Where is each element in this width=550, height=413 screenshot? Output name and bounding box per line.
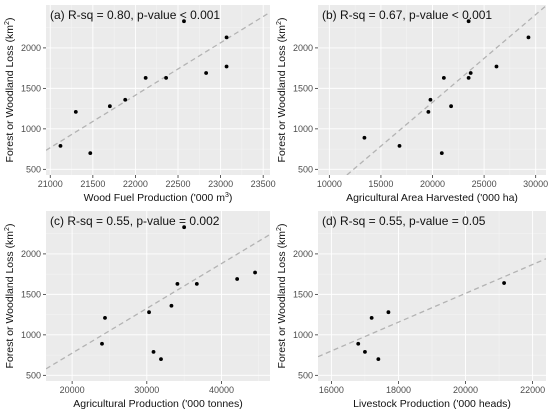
y-tick-label: 1500 <box>293 83 313 93</box>
regression-line <box>346 5 546 175</box>
x-tick-label: 16000 <box>319 385 344 395</box>
y-axis-title: Forest or Woodland Loss (km2) <box>4 18 16 163</box>
data-point <box>441 75 446 80</box>
data-point <box>468 71 473 75</box>
data-point <box>376 357 381 362</box>
data-point <box>169 303 174 308</box>
panel-annotation: (d) R-sq = 0.55, p-value = 0.05 <box>322 214 486 228</box>
x-axis-title: Livestock Production ('000 heads) <box>353 398 511 410</box>
data-point <box>386 310 391 315</box>
panel-annotation: (a) R-sq = 0.80, p-value < 0.001 <box>50 8 220 22</box>
y-tick-label: 500 <box>298 164 313 174</box>
data-point <box>151 349 156 354</box>
y-tick-label: 500 <box>298 370 313 380</box>
x-tick-label: 22000 <box>520 385 545 395</box>
x-tick-label: 23500 <box>251 179 276 189</box>
x-tick-label: 21000 <box>38 179 63 189</box>
panel-3: 16000 18000 20000 22000 500 1000 1500 2000 (d) R… <box>276 211 546 410</box>
panel-1: 10000 15000 20000 25000 30000 500 1000 1500 2000… <box>276 5 548 204</box>
y-tick-label: 2000 <box>21 249 41 259</box>
y-tick-label: 1500 <box>21 289 41 299</box>
x-tick-label: 18000 <box>386 385 411 395</box>
regression-line <box>318 258 546 358</box>
x-axis-title: Agricultural Production ('000 tonnes) <box>73 398 243 410</box>
y-tick-label: 1000 <box>21 330 41 340</box>
x-tick-label: 20000 <box>453 385 478 395</box>
panel-annotation: (b) R-sq = 0.67, p-value < 0.001 <box>322 8 492 22</box>
x-tick-label: 22500 <box>165 179 190 189</box>
x-tick-label: 40000 <box>209 385 234 395</box>
data-point <box>502 281 506 285</box>
data-point <box>88 151 93 156</box>
y-tick-label: 500 <box>26 370 41 380</box>
y-tick-label: 2000 <box>293 249 313 259</box>
data-point <box>204 71 209 75</box>
data-point <box>439 151 444 156</box>
data-point <box>253 270 257 275</box>
panel-2: 20000 30000 40000 500 1000 1500 2000 (c) R-sq =… <box>4 211 270 410</box>
data-point <box>449 104 453 109</box>
data-point <box>224 35 229 40</box>
data-point <box>147 310 151 315</box>
x-tick-label: 30000 <box>523 179 548 189</box>
data-point <box>362 135 367 140</box>
data-point <box>466 75 471 80</box>
y-tick-label: 2000 <box>21 43 41 53</box>
regression-line <box>46 11 270 151</box>
data-point <box>224 64 229 69</box>
data-point <box>235 277 240 281</box>
data-point <box>103 315 107 320</box>
y-tick-label: 2000 <box>293 43 313 53</box>
data-point <box>107 104 112 109</box>
x-tick-label: 20000 <box>60 385 85 395</box>
x-tick-label: 22000 <box>123 179 148 189</box>
data-point <box>397 143 402 148</box>
data-point <box>182 225 187 230</box>
x-tick-label: 21500 <box>80 179 105 189</box>
data-point <box>466 19 471 24</box>
data-point <box>494 64 499 69</box>
data-point <box>182 19 186 24</box>
plot-background <box>318 5 546 175</box>
data-point <box>100 341 104 346</box>
data-point <box>73 109 78 114</box>
data-point <box>356 341 361 346</box>
y-axis-title: Forest or Woodland Loss (km2) <box>4 224 16 369</box>
x-tick-label: 30000 <box>134 385 159 395</box>
y-tick-label: 1500 <box>21 83 41 93</box>
data-point <box>123 97 128 102</box>
data-point <box>363 349 367 354</box>
y-tick-label: 1000 <box>21 124 41 134</box>
regression-line <box>46 233 270 370</box>
x-tick-label: 15000 <box>368 179 393 189</box>
y-tick-label: 1000 <box>293 124 313 134</box>
data-point <box>428 97 433 102</box>
y-tick-label: 1500 <box>293 289 313 299</box>
panel-annotation: (c) R-sq = 0.55, p-value = 0.002 <box>50 214 220 228</box>
plot-background <box>46 211 270 381</box>
x-tick-label: 23000 <box>208 179 233 189</box>
data-point <box>194 281 199 286</box>
data-point <box>164 75 168 80</box>
data-point <box>159 357 163 362</box>
y-tick-label: 1000 <box>293 330 313 340</box>
y-tick-label: 500 <box>26 164 41 174</box>
x-tick-label: 20000 <box>420 179 445 189</box>
panel-0: 21000 21500 22000 22500 23000 23500 500 1000 150… <box>4 5 276 204</box>
y-axis-title: Forest or Woodland Loss (km2) <box>276 224 288 369</box>
data-point <box>143 75 148 80</box>
plot-background <box>46 5 270 175</box>
x-axis-title: Wood Fuel Production ('000 m3) <box>84 192 233 204</box>
data-point <box>58 143 63 148</box>
data-point <box>426 109 431 114</box>
x-tick-label: 25000 <box>472 179 497 189</box>
x-axis-title: Agricultural Area Harvested ('000 ha) <box>346 192 518 204</box>
data-point <box>175 281 180 286</box>
x-tick-label: 10000 <box>317 179 342 189</box>
data-point <box>526 35 531 40</box>
data-point <box>369 315 374 320</box>
y-axis-title: Forest or Woodland Loss (km2) <box>276 18 288 163</box>
